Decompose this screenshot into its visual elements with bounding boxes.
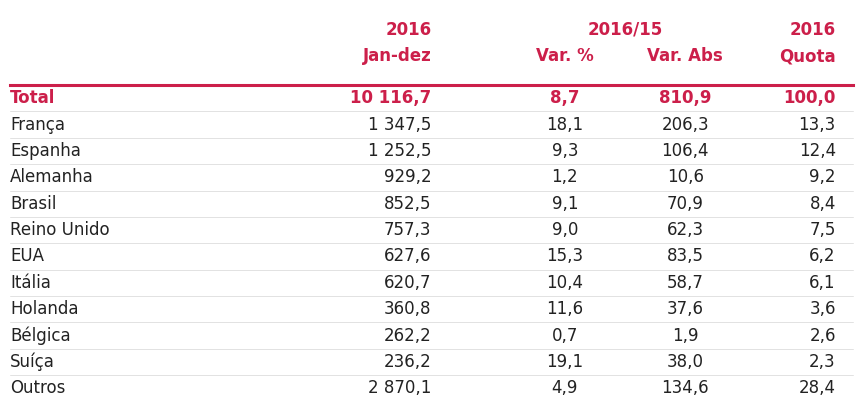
Text: 1,2: 1,2	[551, 169, 578, 186]
Text: Quota: Quota	[779, 48, 835, 65]
Text: Suíça: Suíça	[10, 353, 55, 371]
Text: Brasil: Brasil	[10, 195, 56, 213]
Text: 134,6: 134,6	[661, 379, 709, 397]
Text: 13,3: 13,3	[798, 115, 835, 134]
Text: 620,7: 620,7	[384, 274, 432, 292]
Text: 100,0: 100,0	[784, 89, 835, 107]
Text: 0,7: 0,7	[551, 326, 578, 344]
Text: 1,9: 1,9	[672, 326, 698, 344]
Text: 38,0: 38,0	[667, 353, 703, 371]
Text: 15,3: 15,3	[546, 247, 583, 266]
Text: 10,6: 10,6	[667, 169, 703, 186]
Text: 2,3: 2,3	[809, 353, 835, 371]
Text: 18,1: 18,1	[546, 115, 583, 134]
Text: 2,6: 2,6	[809, 326, 835, 344]
Text: 10,4: 10,4	[546, 274, 583, 292]
Text: 6,1: 6,1	[809, 274, 835, 292]
Text: Var. Abs: Var. Abs	[647, 48, 723, 65]
Text: Total: Total	[10, 89, 55, 107]
Text: 70,9: 70,9	[667, 195, 703, 213]
Text: 3,6: 3,6	[809, 300, 835, 318]
Text: 37,6: 37,6	[667, 300, 703, 318]
Text: 19,1: 19,1	[546, 353, 583, 371]
Text: Espanha: Espanha	[10, 142, 81, 160]
Text: Alemanha: Alemanha	[10, 169, 94, 186]
Text: 58,7: 58,7	[667, 274, 703, 292]
Text: 810,9: 810,9	[659, 89, 711, 107]
Text: 2016: 2016	[790, 21, 835, 39]
Text: 9,2: 9,2	[809, 169, 835, 186]
Text: 4,9: 4,9	[551, 379, 578, 397]
Text: 236,2: 236,2	[384, 353, 432, 371]
Text: 8,7: 8,7	[550, 89, 580, 107]
Text: França: França	[10, 115, 65, 134]
Text: 10 116,7: 10 116,7	[350, 89, 432, 107]
Text: 1 252,5: 1 252,5	[368, 142, 432, 160]
Text: Itália: Itália	[10, 274, 51, 292]
Text: 206,3: 206,3	[661, 115, 709, 134]
Text: 12,4: 12,4	[798, 142, 835, 160]
Text: 2016/15: 2016/15	[588, 21, 663, 39]
Text: 83,5: 83,5	[667, 247, 703, 266]
Text: 929,2: 929,2	[384, 169, 432, 186]
Text: Holanda: Holanda	[10, 300, 79, 318]
Text: 360,8: 360,8	[384, 300, 432, 318]
Text: Jan-dez: Jan-dez	[362, 48, 432, 65]
Text: 2 870,1: 2 870,1	[369, 379, 432, 397]
Text: 7,5: 7,5	[809, 221, 835, 239]
Text: 106,4: 106,4	[662, 142, 709, 160]
Text: 9,1: 9,1	[551, 195, 578, 213]
Text: Var. %: Var. %	[536, 48, 594, 65]
Text: 28,4: 28,4	[799, 379, 835, 397]
Text: 62,3: 62,3	[667, 221, 704, 239]
Text: Outros: Outros	[10, 379, 66, 397]
Text: 9,0: 9,0	[551, 221, 578, 239]
Text: 1 347,5: 1 347,5	[369, 115, 432, 134]
Text: 6,2: 6,2	[809, 247, 835, 266]
Text: Reino Unido: Reino Unido	[10, 221, 110, 239]
Text: 2016: 2016	[386, 21, 432, 39]
Text: 262,2: 262,2	[384, 326, 432, 344]
Text: 627,6: 627,6	[384, 247, 432, 266]
Text: 11,6: 11,6	[546, 300, 583, 318]
Text: Bélgica: Bélgica	[10, 326, 71, 345]
Text: EUA: EUA	[10, 247, 44, 266]
Text: 852,5: 852,5	[384, 195, 432, 213]
Text: 9,3: 9,3	[551, 142, 578, 160]
Text: 8,4: 8,4	[809, 195, 835, 213]
Text: 757,3: 757,3	[384, 221, 432, 239]
